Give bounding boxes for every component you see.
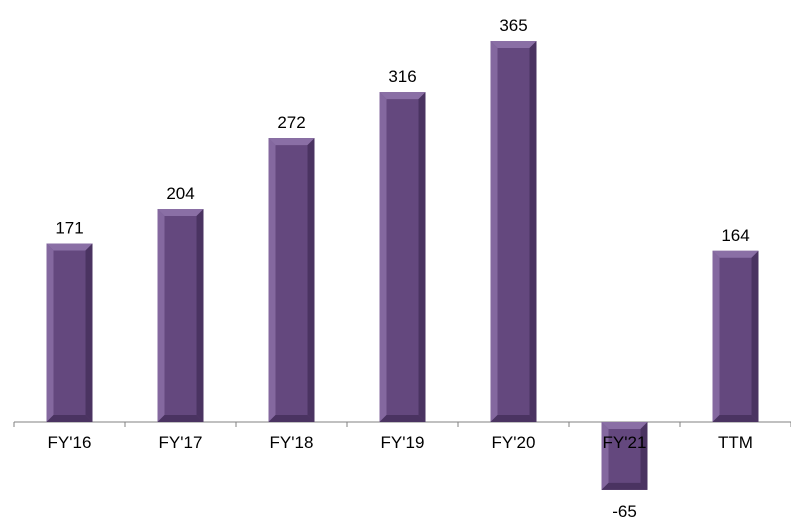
bar-bevel-right [752,251,759,422]
bar-bevel-left [269,138,276,422]
bar [47,244,93,422]
data-label: 272 [277,113,305,132]
bar-bevel-left [47,244,54,422]
bar-bevel-top [602,422,648,429]
bar-bevel-bottom [380,415,426,422]
bar [380,92,426,422]
bar-bevel-right [530,41,537,422]
bar [158,209,204,422]
bar-bevel-top [713,251,759,258]
data-label: 365 [499,16,527,35]
category-label: TTM [718,433,753,452]
category-label: FY'21 [603,433,647,452]
bars [47,41,759,490]
x-axis-ticks [14,422,791,427]
bar-bevel-top [158,209,204,216]
category-label: FY'18 [270,433,314,452]
bar-bevel-bottom [158,415,204,422]
bar-bevel-left [158,209,165,422]
data-label: -65 [612,502,637,521]
bar-bevel-top [269,138,315,145]
bar-bevel-left [491,41,498,422]
category-label: FY'17 [159,433,203,452]
bar [713,251,759,422]
bar-bevel-right [308,138,315,422]
bar-bevel-bottom [269,415,315,422]
bar-bevel-right [197,209,204,422]
bar-bevel-bottom [602,483,648,490]
bar [491,41,537,422]
bar-bevel-top [47,244,93,251]
bar-bevel-bottom [47,415,93,422]
data-label: 316 [388,67,416,86]
bar [269,138,315,422]
bar-bevel-right [86,244,93,422]
bar-bevel-bottom [491,415,537,422]
data-label: 204 [166,184,194,203]
category-label: FY'19 [381,433,425,452]
bar-bevel-left [380,92,387,422]
data-label: 164 [721,226,749,245]
bar-bevel-bottom [713,415,759,422]
bar-bevel-left [713,251,720,422]
bar-bevel-right [419,92,426,422]
bar-bevel-top [491,41,537,48]
bar-bevel-top [380,92,426,99]
data-label: 171 [55,219,83,238]
category-label: FY'16 [48,433,92,452]
category-label: FY'20 [492,433,536,452]
